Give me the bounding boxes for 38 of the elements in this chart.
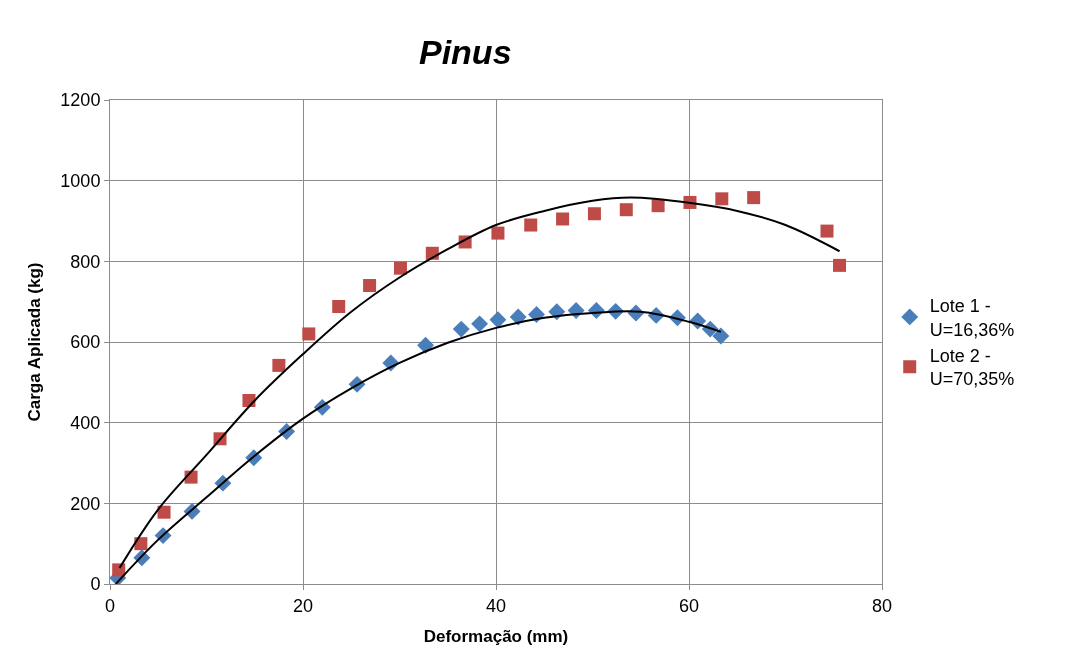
point <box>747 191 761 205</box>
y-tick-label: 0 <box>90 574 101 595</box>
point <box>833 258 847 272</box>
y-tick-label: 400 <box>70 412 101 433</box>
point <box>509 308 527 326</box>
point <box>272 358 286 372</box>
x-axis-title: Deformação (mm) <box>423 627 569 646</box>
point <box>452 320 470 338</box>
x-tick-label: 20 <box>292 595 314 616</box>
point <box>712 327 730 345</box>
point <box>619 203 633 217</box>
point <box>524 218 538 232</box>
point <box>715 192 729 206</box>
point <box>820 224 834 238</box>
x-tick-label: 60 <box>678 595 700 616</box>
y-axis-title: Carga Aplicada (kg) <box>24 262 44 422</box>
legend-label: Lote 1 - U=16,36% <box>929 296 1015 340</box>
y-tick-label: 600 <box>70 332 101 353</box>
x-tick-label: 0 <box>104 595 116 616</box>
chart-title: Pinus <box>418 32 512 71</box>
point <box>363 279 377 293</box>
point <box>489 311 507 329</box>
point <box>417 336 435 354</box>
point <box>393 261 407 275</box>
point <box>332 300 346 314</box>
x-tick-label: 40 <box>485 595 507 616</box>
point <box>302 327 316 341</box>
y-tick-label: 1200 <box>60 90 101 111</box>
point <box>587 207 601 221</box>
y-tick-label: 800 <box>70 251 101 272</box>
x-tick-label: 80 <box>871 595 893 616</box>
y-tick-label: 1000 <box>60 170 101 191</box>
point <box>556 212 570 226</box>
point <box>157 505 171 519</box>
legend-label: Lote 2 - U=70,35% <box>929 346 1015 390</box>
point <box>491 226 505 240</box>
y-tick-label: 200 <box>70 493 101 514</box>
point <box>471 315 489 333</box>
